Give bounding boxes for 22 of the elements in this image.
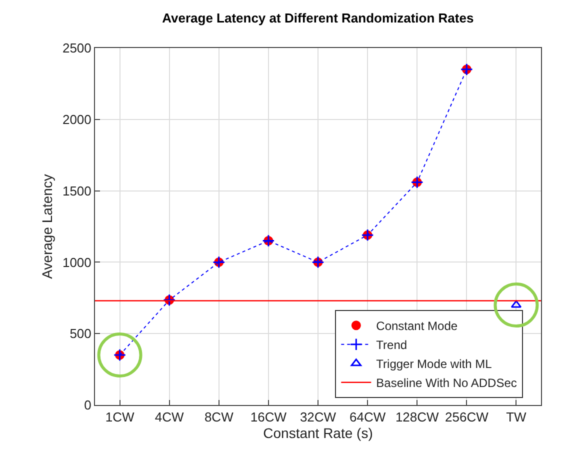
x-axis-title: Constant Rate (s) [263,424,373,441]
x-tick-label: 128CW [395,410,440,425]
legend-label: Constant Mode [376,319,458,334]
y-tick-label: 2500 [62,40,92,56]
x-tick-label: 64CW [349,410,386,425]
y-axis-title: Average Latency [39,174,56,279]
chart-title: Average Latency at Different Randomization Rates [162,10,474,26]
y-tick-label: 0 [84,398,92,413]
y-tick-label: 1500 [62,183,92,198]
x-tick-label: 1CW [105,410,135,425]
legend-label: Trend [376,338,408,352]
x-tick-label: 32CW [300,410,337,425]
x-tick-label: 256CW [444,410,490,425]
x-tick-label: 8CW [204,410,234,425]
legend-label: Baseline With No ADDSec [376,376,517,390]
x-tick-label: 4CW [154,410,185,425]
y-tick-label: 1000 [62,254,92,270]
legend-label: Trigger Mode with ML [376,357,492,372]
x-tick-label: TW [506,410,528,425]
y-tick-label: 2000 [62,112,92,127]
x-tick-label: 16CW [250,410,288,425]
y-tick-label: 500 [70,326,92,342]
